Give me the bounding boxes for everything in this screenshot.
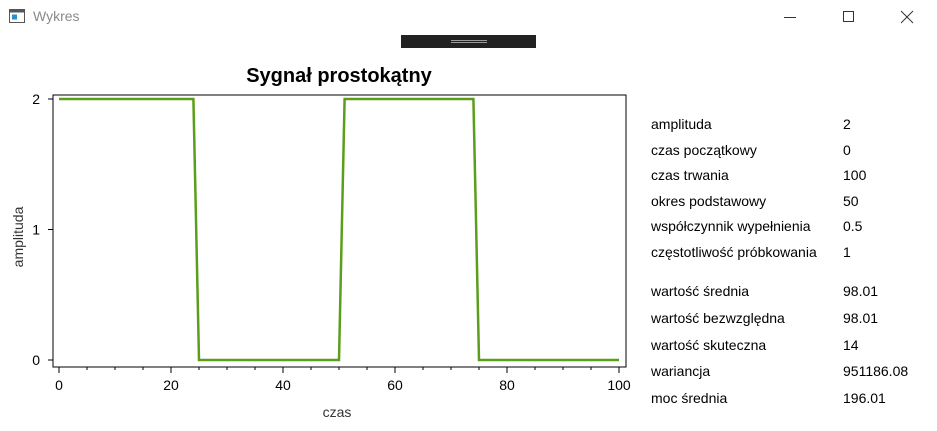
info-value: 100 (843, 167, 867, 184)
info-label: czas początkowy (651, 141, 757, 158)
info-label: moc średnia (651, 390, 728, 407)
close-button[interactable] (884, 0, 930, 33)
info-value: 50 (843, 192, 859, 209)
y-tick-label: 1 (32, 222, 40, 238)
info-row: wartość średnia 98.01 (651, 283, 937, 303)
app-window-icon (9, 9, 25, 23)
maximize-button[interactable] (826, 0, 872, 33)
info-label: wartość średnia (651, 283, 750, 299)
x-tick-label: 100 (607, 377, 631, 393)
info-value: 1 (843, 244, 851, 260)
chart-title: Sygnał prostokątny (246, 65, 432, 87)
info-row: wartość bezwzględna 98.01 (651, 310, 937, 330)
info-row: czas początkowy 0 (651, 142, 937, 162)
info-label: okres podstawowy (651, 192, 767, 209)
close-icon (900, 10, 914, 24)
info-value: 0 (843, 141, 851, 158)
signal-line (59, 97, 619, 362)
y-tick-label: 0 (32, 352, 40, 368)
info-value: 951186.08 (843, 363, 909, 380)
info-row: moc średnia 196.01 (651, 390, 937, 410)
info-label: wartość bezwzględna (651, 309, 785, 326)
title-bar: Wykres (0, 0, 937, 33)
info-value: 0.5 (843, 218, 863, 235)
maximize-icon (843, 11, 854, 22)
info-row: okres podstawowy 50 (651, 193, 937, 213)
info-label: czas trwania (651, 167, 729, 184)
grip-line (451, 42, 487, 43)
x-tick-label: 40 (275, 377, 291, 393)
info-value: 196.01 (843, 390, 886, 407)
y-axis-label: amplituda (10, 206, 26, 267)
info-label: wariancja (651, 363, 711, 380)
info-value: 98.01 (843, 283, 879, 299)
x-tick-label: 60 (387, 377, 403, 393)
info-label: amplituda (651, 116, 712, 132)
minimize-icon (784, 17, 796, 18)
minimize-button[interactable] (767, 0, 813, 33)
x-tick-label: 20 (163, 377, 179, 393)
info-row: współczynnik wypełnienia 0.5 (651, 218, 937, 238)
x-tick-label: 0 (55, 377, 63, 393)
x-axis-label: czas (323, 404, 352, 420)
info-label: wartość skuteczna (651, 336, 767, 353)
info-label: częstotliwość próbkowania (651, 244, 817, 260)
signal-chart: Sygnał prostokątny czas amplituda 0 20 40 6… (0, 55, 640, 426)
info-row: czas trwania 100 (651, 167, 937, 187)
info-value: 98.01 (843, 309, 879, 326)
info-row: wartość skuteczna 14 (651, 337, 937, 357)
x-tick-label: 80 (499, 377, 515, 393)
grip-line (451, 40, 487, 41)
info-label: współczynnik wypełnienia (651, 218, 811, 235)
info-row: amplituda 2 (651, 116, 937, 136)
info-row: częstotliwość próbkowania 1 (651, 244, 937, 264)
info-value: 2 (843, 116, 851, 132)
y-tick-label: 2 (32, 91, 40, 107)
info-value: 14 (843, 336, 859, 353)
info-row: wariancja 951186.08 (651, 363, 937, 383)
window-title: Wykres (33, 8, 80, 24)
splitter-handle[interactable] (401, 35, 536, 48)
chart-svg: Sygnał prostokątny czas amplituda 0 20 40 6… (10, 65, 631, 420)
